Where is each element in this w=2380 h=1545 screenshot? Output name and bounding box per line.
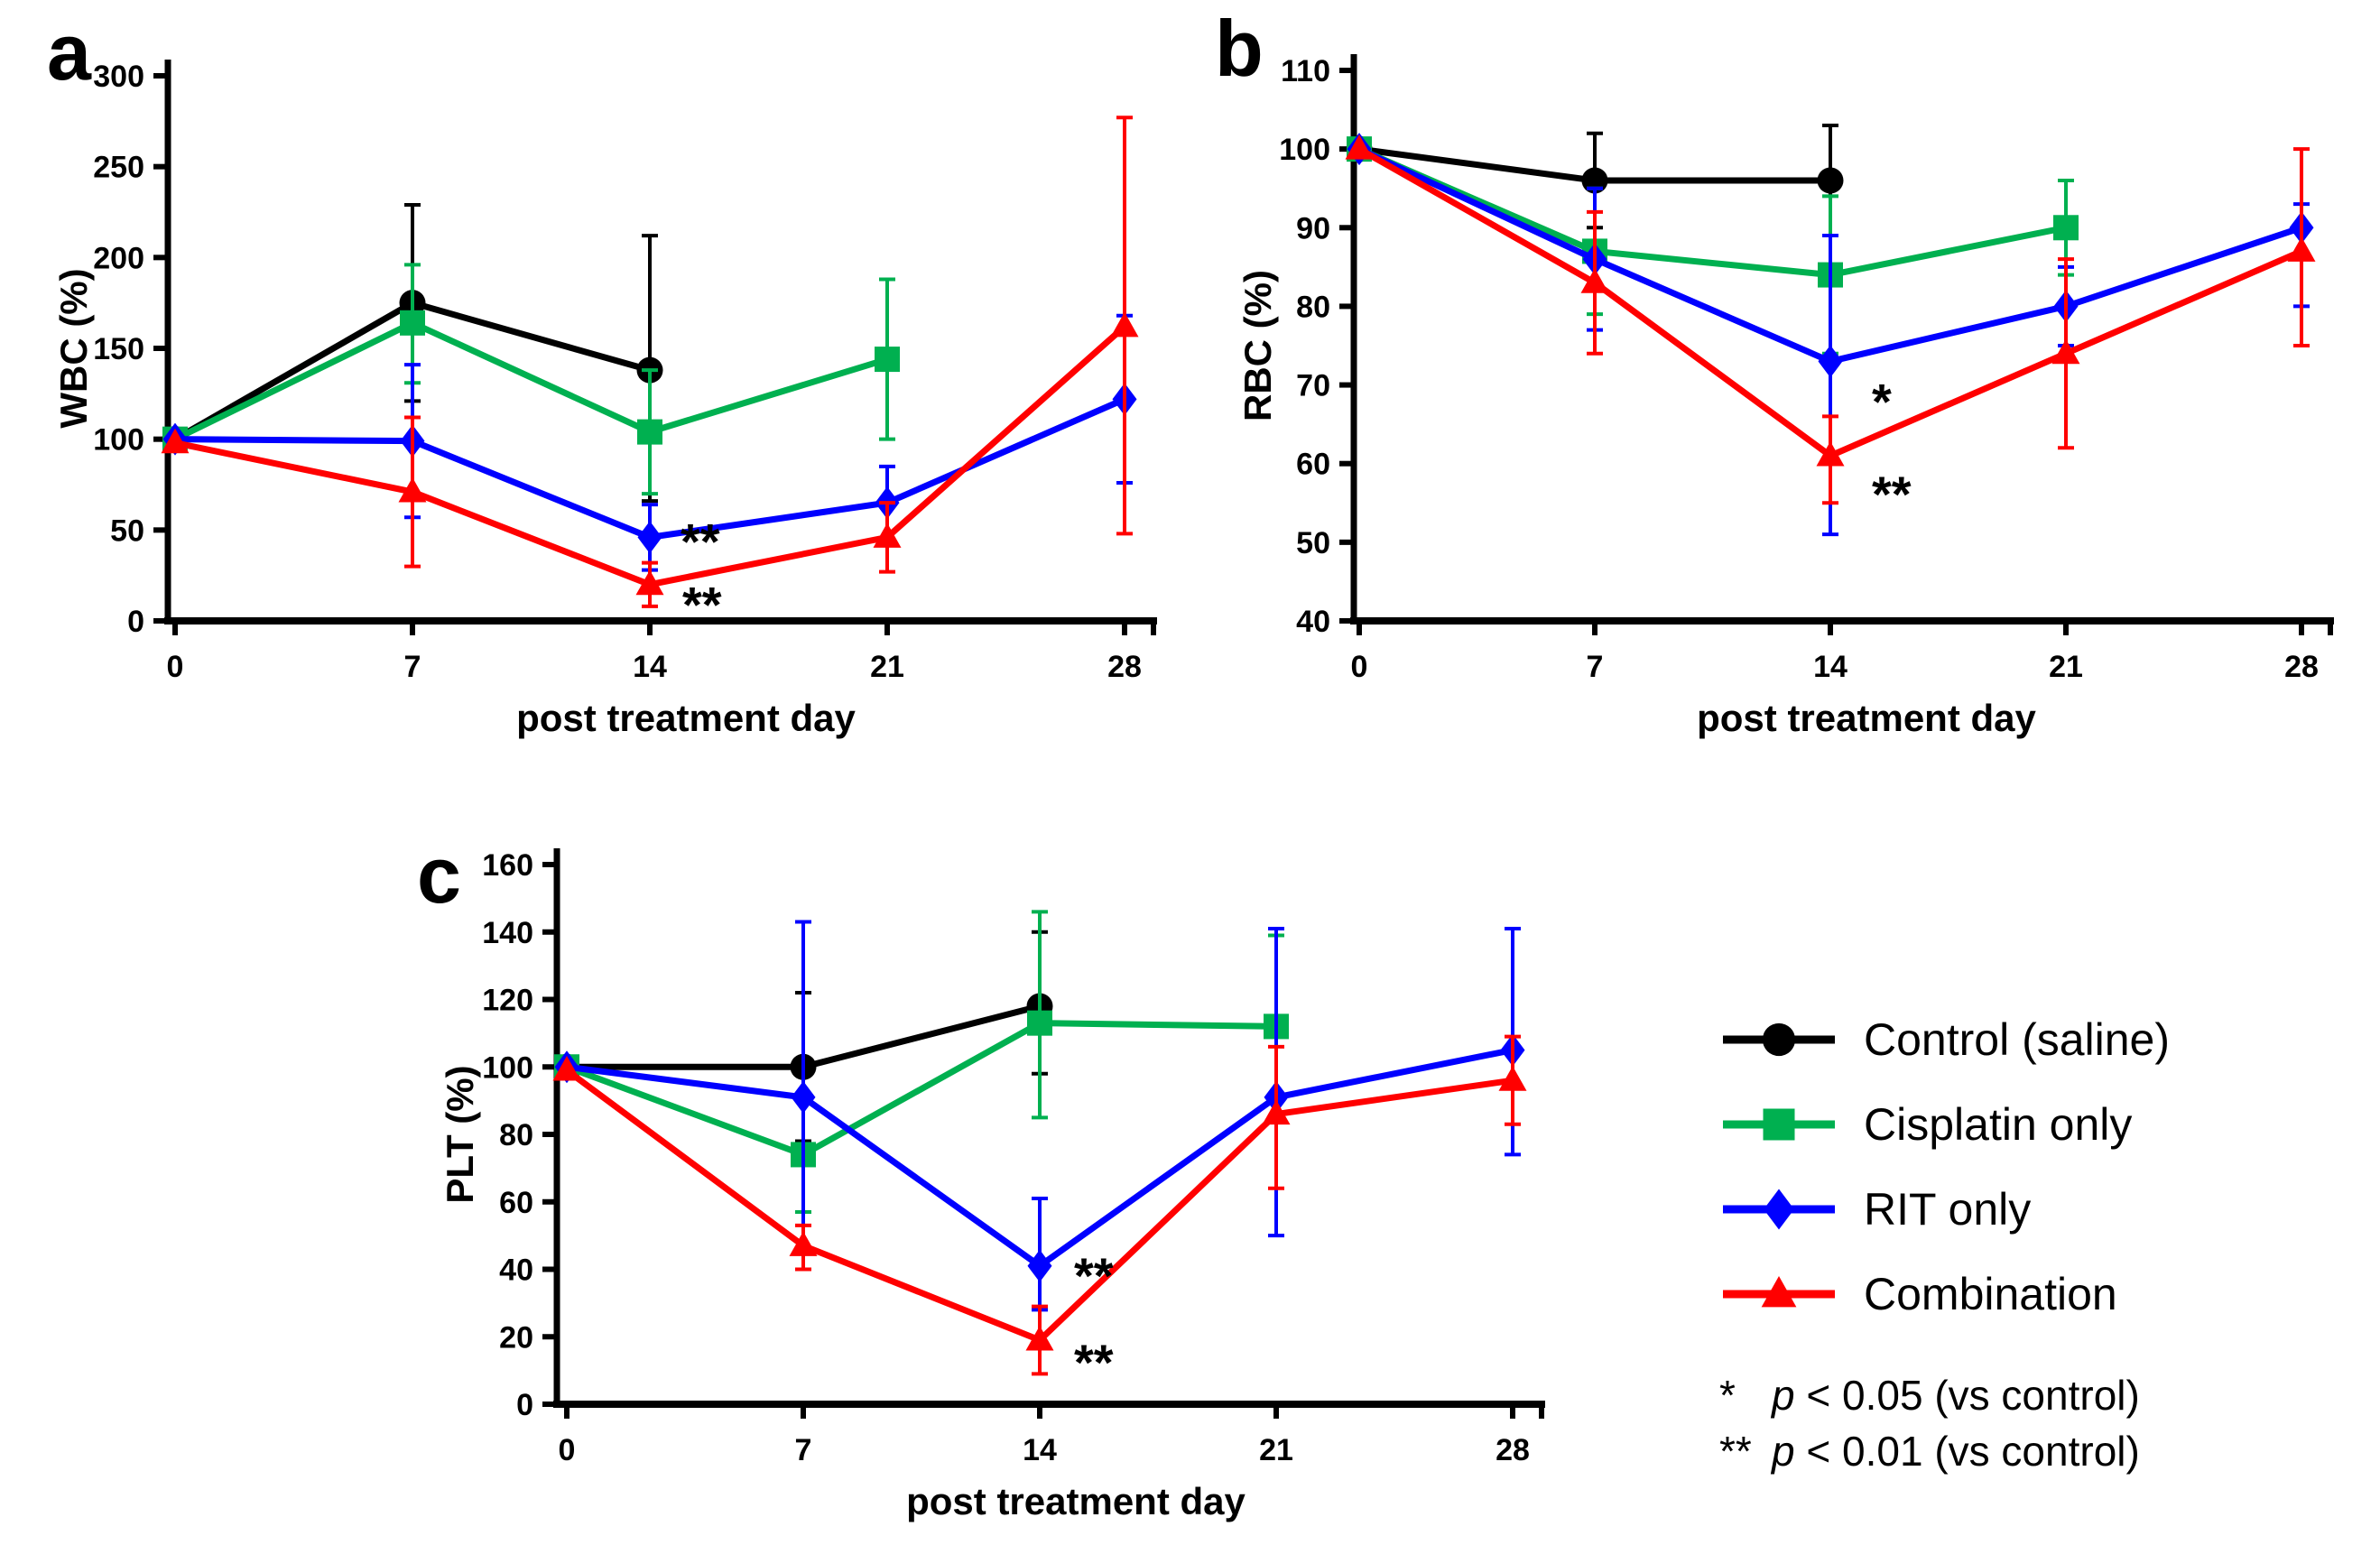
svg-text:RBC (%): RBC (%) xyxy=(1236,270,1279,421)
svg-text:100: 100 xyxy=(482,1050,533,1085)
svg-text:50: 50 xyxy=(1296,526,1330,560)
significance-note-p05: * p < 0.05 (vs control) xyxy=(1719,1372,2140,1419)
svg-text:**: ** xyxy=(1074,1247,1114,1304)
svg-text:0: 0 xyxy=(516,1388,533,1422)
legend-item-control: Control (saline) xyxy=(1719,997,2351,1082)
svg-text:110: 110 xyxy=(1281,54,1330,88)
legend-label-rit: RIT only xyxy=(1864,1184,2032,1235)
panel-b-letter: b xyxy=(1215,4,1264,93)
significance-note-p01: ** p < 0.01 (vs control) xyxy=(1719,1428,2140,1475)
svg-text:7: 7 xyxy=(1587,650,1604,684)
svg-text:WBC (%): WBC (%) xyxy=(52,268,95,428)
svg-text:160: 160 xyxy=(482,848,533,883)
svg-text:70: 70 xyxy=(1296,369,1330,403)
combination-series-icon xyxy=(1723,1276,1835,1308)
panel-c-letter: c xyxy=(417,830,461,920)
svg-text:300: 300 xyxy=(93,60,144,94)
svg-text:0: 0 xyxy=(167,650,184,684)
rit-series-icon xyxy=(1723,1189,1835,1230)
svg-text:40: 40 xyxy=(499,1254,533,1288)
svg-text:40: 40 xyxy=(1296,605,1330,639)
legend-item-combination: Combination xyxy=(1719,1252,2351,1337)
panel-a-letter: a xyxy=(47,7,91,97)
svg-text:14: 14 xyxy=(633,650,667,684)
svg-text:14: 14 xyxy=(1813,650,1848,684)
legend: Control (saline) Cisplatin only RIT only… xyxy=(1719,997,2351,1483)
svg-text:60: 60 xyxy=(1296,448,1330,482)
svg-text:post treatment day: post treatment day xyxy=(516,697,856,739)
svg-text:*: * xyxy=(1872,373,1892,430)
svg-text:250: 250 xyxy=(93,151,144,185)
svg-text:80: 80 xyxy=(499,1118,533,1152)
svg-text:80: 80 xyxy=(1296,290,1330,324)
svg-text:14: 14 xyxy=(1023,1433,1057,1467)
svg-text:post treatment day: post treatment day xyxy=(906,1480,1246,1522)
svg-text:7: 7 xyxy=(404,650,421,684)
legend-label-control: Control (saline) xyxy=(1864,1014,2171,1065)
svg-text:21: 21 xyxy=(870,650,904,684)
legend-label-combination: Combination xyxy=(1864,1269,2117,1319)
svg-text:60: 60 xyxy=(499,1186,533,1220)
legend-label-cisplatin: Cisplatin only xyxy=(1864,1099,2133,1150)
svg-text:20: 20 xyxy=(499,1320,533,1355)
svg-text:21: 21 xyxy=(2049,650,2083,684)
cisplatin-series-icon xyxy=(1723,1108,1835,1141)
legend-item-cisplatin: Cisplatin only xyxy=(1719,1082,2351,1167)
svg-text:120: 120 xyxy=(482,984,533,1018)
svg-text:100: 100 xyxy=(93,423,144,458)
svg-text:28: 28 xyxy=(2284,650,2319,684)
svg-text:140: 140 xyxy=(482,916,533,950)
svg-text:100: 100 xyxy=(1279,133,1330,167)
svg-text:**: ** xyxy=(1074,1334,1114,1391)
svg-text:post treatment day: post treatment day xyxy=(1697,697,2036,739)
significance-notes: * p < 0.05 (vs control) ** p < 0.01 (vs co… xyxy=(1719,1371,2351,1483)
svg-text:21: 21 xyxy=(1259,1433,1293,1467)
legend-item-rit: RIT only xyxy=(1719,1167,2351,1252)
svg-text:50: 50 xyxy=(110,513,144,548)
svg-text:**: ** xyxy=(1872,466,1912,523)
svg-text:7: 7 xyxy=(795,1433,812,1467)
svg-text:90: 90 xyxy=(1296,211,1330,245)
svg-text:0: 0 xyxy=(559,1433,576,1467)
svg-text:**: ** xyxy=(682,577,722,634)
svg-text:200: 200 xyxy=(93,241,144,275)
svg-text:150: 150 xyxy=(93,332,144,366)
svg-text:PLT (%): PLT (%) xyxy=(439,1065,481,1203)
svg-text:0: 0 xyxy=(1351,650,1368,684)
svg-text:28: 28 xyxy=(1107,650,1142,684)
svg-text:28: 28 xyxy=(1496,1433,1530,1467)
control-series-icon xyxy=(1723,1022,1835,1057)
svg-text:**: ** xyxy=(681,513,720,569)
svg-text:0: 0 xyxy=(127,605,144,639)
